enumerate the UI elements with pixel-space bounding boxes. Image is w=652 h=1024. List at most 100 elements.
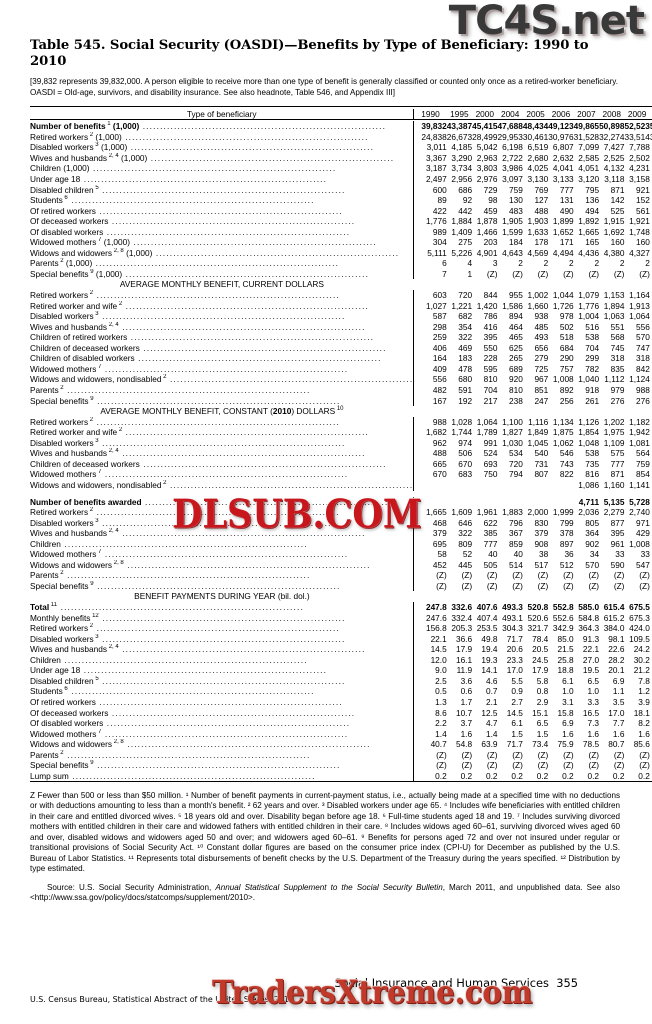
row-label: Of disabled workers ....................… [30,718,415,729]
table-cell: 517 [534,559,549,570]
table-cell: 7,427 [603,142,625,153]
table-cell: 422 [432,205,447,216]
table-cell: 2,036 [578,507,600,518]
row-label: Special benefits 9 .....................… [30,395,415,407]
leader-dots: ........................................… [101,363,349,374]
table-cell: 5,042 [476,142,498,153]
table-cell: (Z) [639,268,650,279]
table-cell: (Z) [588,749,600,760]
table-cell: 43,387 [446,121,473,132]
table-cell: 192 [458,395,473,406]
footnote-marker: 7 [96,728,102,735]
row-label: Number of benefits 1 (1,000) ...........… [30,121,415,132]
table-cell: 6 [442,258,447,269]
table-cell: 1,045 [527,437,549,448]
row-label: Parents 2 ..............................… [30,749,415,761]
column-header-1995: 1995 [450,108,469,119]
row-label: Parents 2 ..............................… [30,385,415,396]
table-cell: 58 [437,549,447,560]
table-cell: 15.1 [532,707,549,718]
table-row: Wives and husbands 2, 4 ................… [30,321,652,333]
table-cell: 1.5 [536,728,549,739]
table-row: Of disabled workers ....................… [30,226,652,238]
table-cell: 1,921 [629,216,650,227]
table-cell: 406 [432,342,447,353]
source-note: Source: U.S. Social Security Administrat… [30,883,622,904]
footnote-marker: 5 [93,676,99,683]
row-label-text: Wives and husbands [30,152,108,163]
row-label: Retired worker and wife 2 ..............… [30,300,415,312]
table-cell: 1,466 [476,226,498,237]
row-label: Special benefits 9 .....................… [30,580,415,592]
table-cell: 795 [585,184,600,195]
table-cell: 842 [636,363,650,374]
table-cell: 18.1 [633,707,650,718]
row-label-text: Children of deceased workers [30,342,140,353]
row-label: Widows and widowers 2, 8 (1,000) .......… [30,247,415,259]
footnote-marker: 2 [161,374,167,381]
table-cell: 1,776 [578,300,600,311]
table-cell: 759 [636,458,650,469]
table-cell: 859 [509,538,523,549]
table-cell: 4.7 [485,718,498,729]
table-cell: 908 [534,538,549,549]
table-cell: 1.3 [435,696,447,707]
table-cell: 49.8 [481,633,498,644]
table-cell: 2.2 [435,718,447,729]
table-row: Wives and husbands 2, 4 (1,000) ........… [30,152,652,164]
table-cell: 6.9 [562,718,574,729]
table-cell: 3,367 [425,152,447,163]
footnote-marker: 2, 4 [107,321,119,328]
table-cell: 160 [636,237,650,248]
row-label-text: Special benefits [30,268,89,279]
table-cell: 2,963 [476,152,498,163]
table-cell: 167 [432,395,447,406]
row-label: Wives and husbands 2, 4 ................… [30,644,415,655]
table-cell: 1.0 [587,686,600,697]
row-label: Parents 2 (1,000) ......................… [30,258,415,269]
table-row: Widows and widowers 2, 8 (1,000) .......… [30,247,652,259]
table-cell: 40 [488,549,498,560]
table-cell: 4,051 [578,163,600,174]
table-cell: 63.9 [481,739,498,750]
row-label-text: Widows and widowers, nondisabled [30,479,162,490]
table-cell: 5.8 [536,675,549,686]
leader-dots: ........................................… [141,496,389,507]
table-cell: 584.8 [578,612,600,623]
table-cell: 2,632 [552,152,574,163]
row-label-text: Children of disabled workers [30,353,135,364]
table-row: Disabled workers 3 .....................… [30,311,652,322]
row-label-text: Lump sum [30,770,69,781]
page-number: 355 [556,976,578,990]
table-cell: 279 [534,353,549,364]
section-caption-row: BENEFIT PAYMENTS DURING YEAR (bil. dol.) [30,591,652,602]
table-cell: 20.6 [506,644,523,655]
table-cell: 304.3 [502,623,523,634]
row-label: Widowed mothers 7 ......................… [30,469,415,480]
footnote-marker: 2 [117,427,123,434]
column-header-2006: 2006 [551,108,571,119]
table-cell: 1,975 [603,427,625,438]
table-cell: 424.0 [629,623,650,634]
table-cell: 4,436 [578,247,600,258]
table-cell: 31,528 [573,131,600,142]
table-cell: 1,064 [476,416,498,427]
table-cell: 962 [432,437,447,448]
table-cell: 26,673 [446,131,473,142]
table-cell: 11.9 [456,665,473,676]
table-cell: 1,884 [451,216,473,227]
row-label: Children of retired workers ............… [30,332,415,343]
table-cell: 2,000 [527,507,549,518]
table-cell: 395 [483,332,498,343]
footnote-marker: 6 [62,686,68,693]
table-cell: 591 [458,385,473,395]
footnote-marker: 2 [117,300,123,307]
table-cell: 205.3 [451,623,473,634]
table-cell: 743 [559,458,574,469]
table-cell: 0.2 [435,770,447,781]
table-cell: 603 [432,290,447,301]
row-label-text: Of deceased workers [30,216,109,227]
table-row: Of retired workers .....................… [30,696,652,708]
row-label: Retired workers 2 ......................… [30,416,415,428]
table-cell: 830 [534,517,549,528]
